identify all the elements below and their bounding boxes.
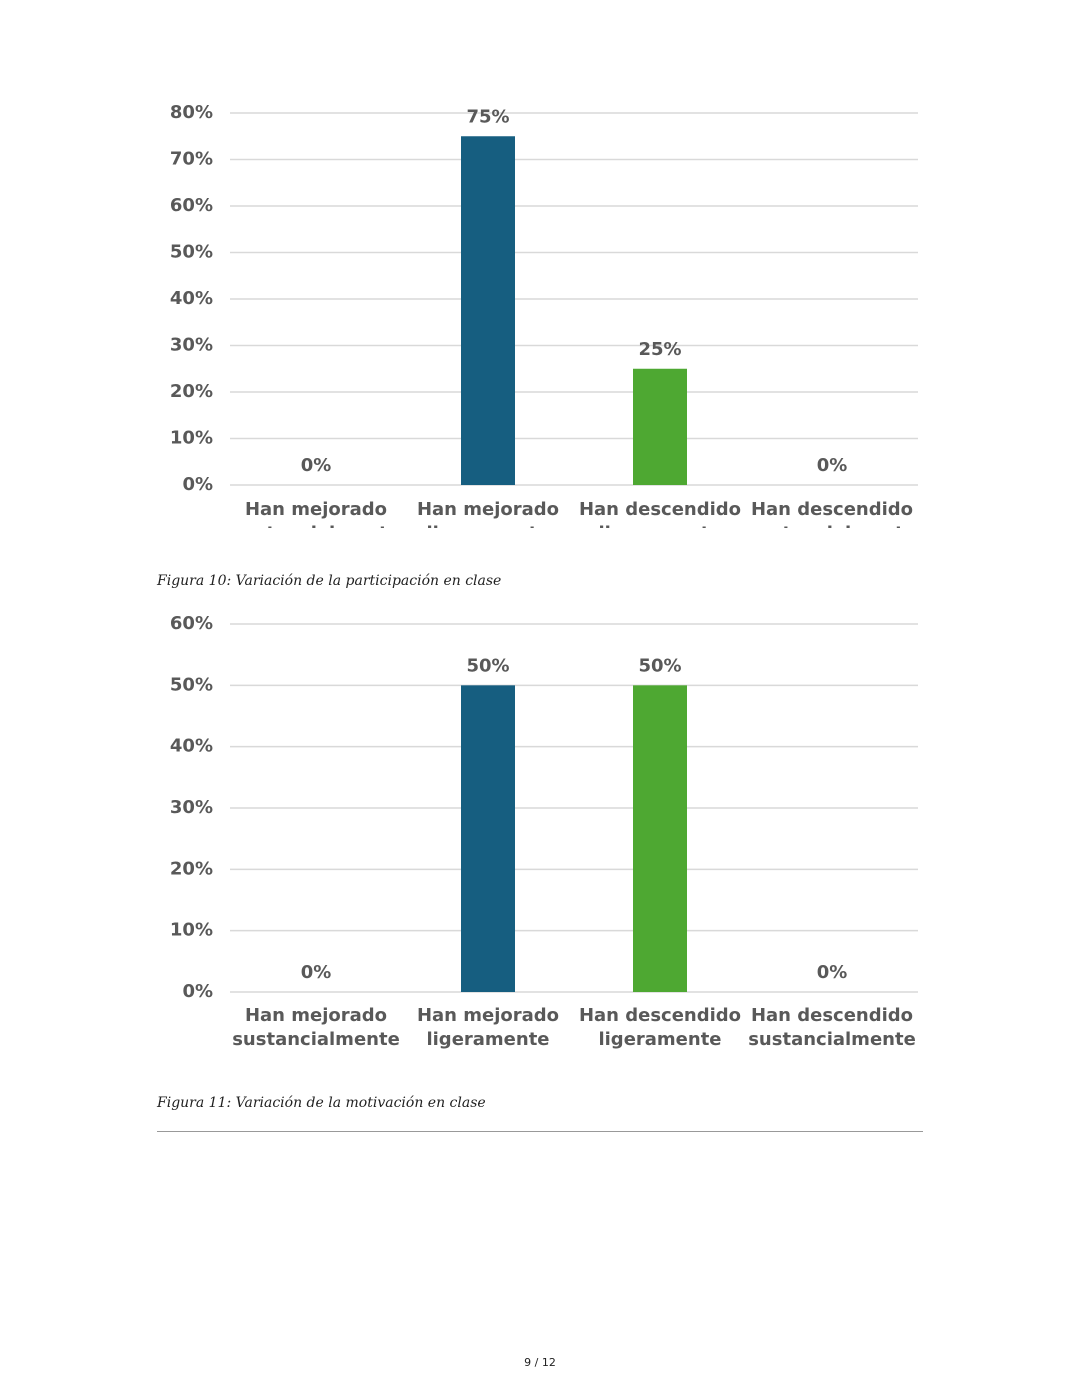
y-tick-label: 70% bbox=[170, 149, 213, 170]
bar bbox=[633, 368, 687, 485]
x-tick-label: Han descendido sustancialmente bbox=[748, 499, 916, 528]
x-tick-label: Han mejorado sustancialmente bbox=[232, 1005, 400, 1050]
y-tick-label: 0% bbox=[182, 474, 213, 495]
x-tick-label-box: Han mejorado sustancialmente bbox=[230, 1004, 402, 1060]
x-tick-label-box: Han mejorado sustancialmente bbox=[230, 498, 402, 528]
bar bbox=[633, 685, 687, 992]
y-tick-label: 50% bbox=[170, 674, 213, 695]
x-tick-label: Han descendido sustancialmente bbox=[748, 1005, 916, 1050]
value-label: 50% bbox=[638, 655, 681, 676]
x-tick-label: Han descendido ligeramente bbox=[578, 499, 742, 528]
y-tick-label: 50% bbox=[170, 242, 213, 263]
y-tick-label: 20% bbox=[170, 858, 213, 879]
x-tick-label: Han mejorado sustancialmente bbox=[232, 499, 400, 528]
y-tick-label: 40% bbox=[170, 736, 213, 757]
x-tick-label-box: Han descendido ligeramente bbox=[574, 498, 746, 528]
y-tick-label: 30% bbox=[170, 797, 213, 818]
value-label: 0% bbox=[817, 455, 848, 476]
value-label: 75% bbox=[466, 106, 509, 127]
page-number: 9 / 12 bbox=[524, 1356, 556, 1369]
caption: Figura 11: Variación de la motivación en… bbox=[157, 1095, 486, 1111]
x-tick-label-box: Han descendido sustancialmente bbox=[746, 1004, 918, 1060]
y-tick-label: 80% bbox=[170, 102, 213, 123]
caption: Figura 10: Variación de la participación… bbox=[157, 573, 502, 589]
x-tick-label: Han mejorado ligeramente bbox=[416, 1005, 560, 1050]
y-tick-label: 40% bbox=[170, 288, 213, 309]
x-tick-label-box: Han descendido ligeramente bbox=[574, 1004, 746, 1060]
y-tick-label: 30% bbox=[170, 335, 213, 356]
bar bbox=[461, 685, 515, 992]
rule bbox=[157, 1131, 923, 1132]
y-tick-label: 60% bbox=[170, 613, 213, 634]
y-tick-label: 60% bbox=[170, 195, 213, 216]
x-tick-label: Han descendido ligeramente bbox=[578, 1005, 742, 1050]
x-tick-label-box: Han descendido sustancialmente bbox=[746, 498, 918, 528]
x-tick-label: Han mejorado ligeramente bbox=[416, 499, 560, 528]
value-label: 50% bbox=[466, 655, 509, 676]
value-label: 0% bbox=[301, 455, 332, 476]
bar bbox=[461, 136, 515, 485]
x-tick-label-box: Han mejorado ligeramente bbox=[402, 1004, 574, 1060]
x-tick-label-box: Han mejorado ligeramente bbox=[402, 498, 574, 528]
y-tick-label: 10% bbox=[170, 428, 213, 449]
y-tick-label: 20% bbox=[170, 381, 213, 402]
value-label: 25% bbox=[638, 339, 681, 360]
value-label: 0% bbox=[817, 962, 848, 983]
y-tick-label: 0% bbox=[182, 981, 213, 1002]
value-label: 0% bbox=[301, 962, 332, 983]
y-tick-label: 10% bbox=[170, 920, 213, 941]
